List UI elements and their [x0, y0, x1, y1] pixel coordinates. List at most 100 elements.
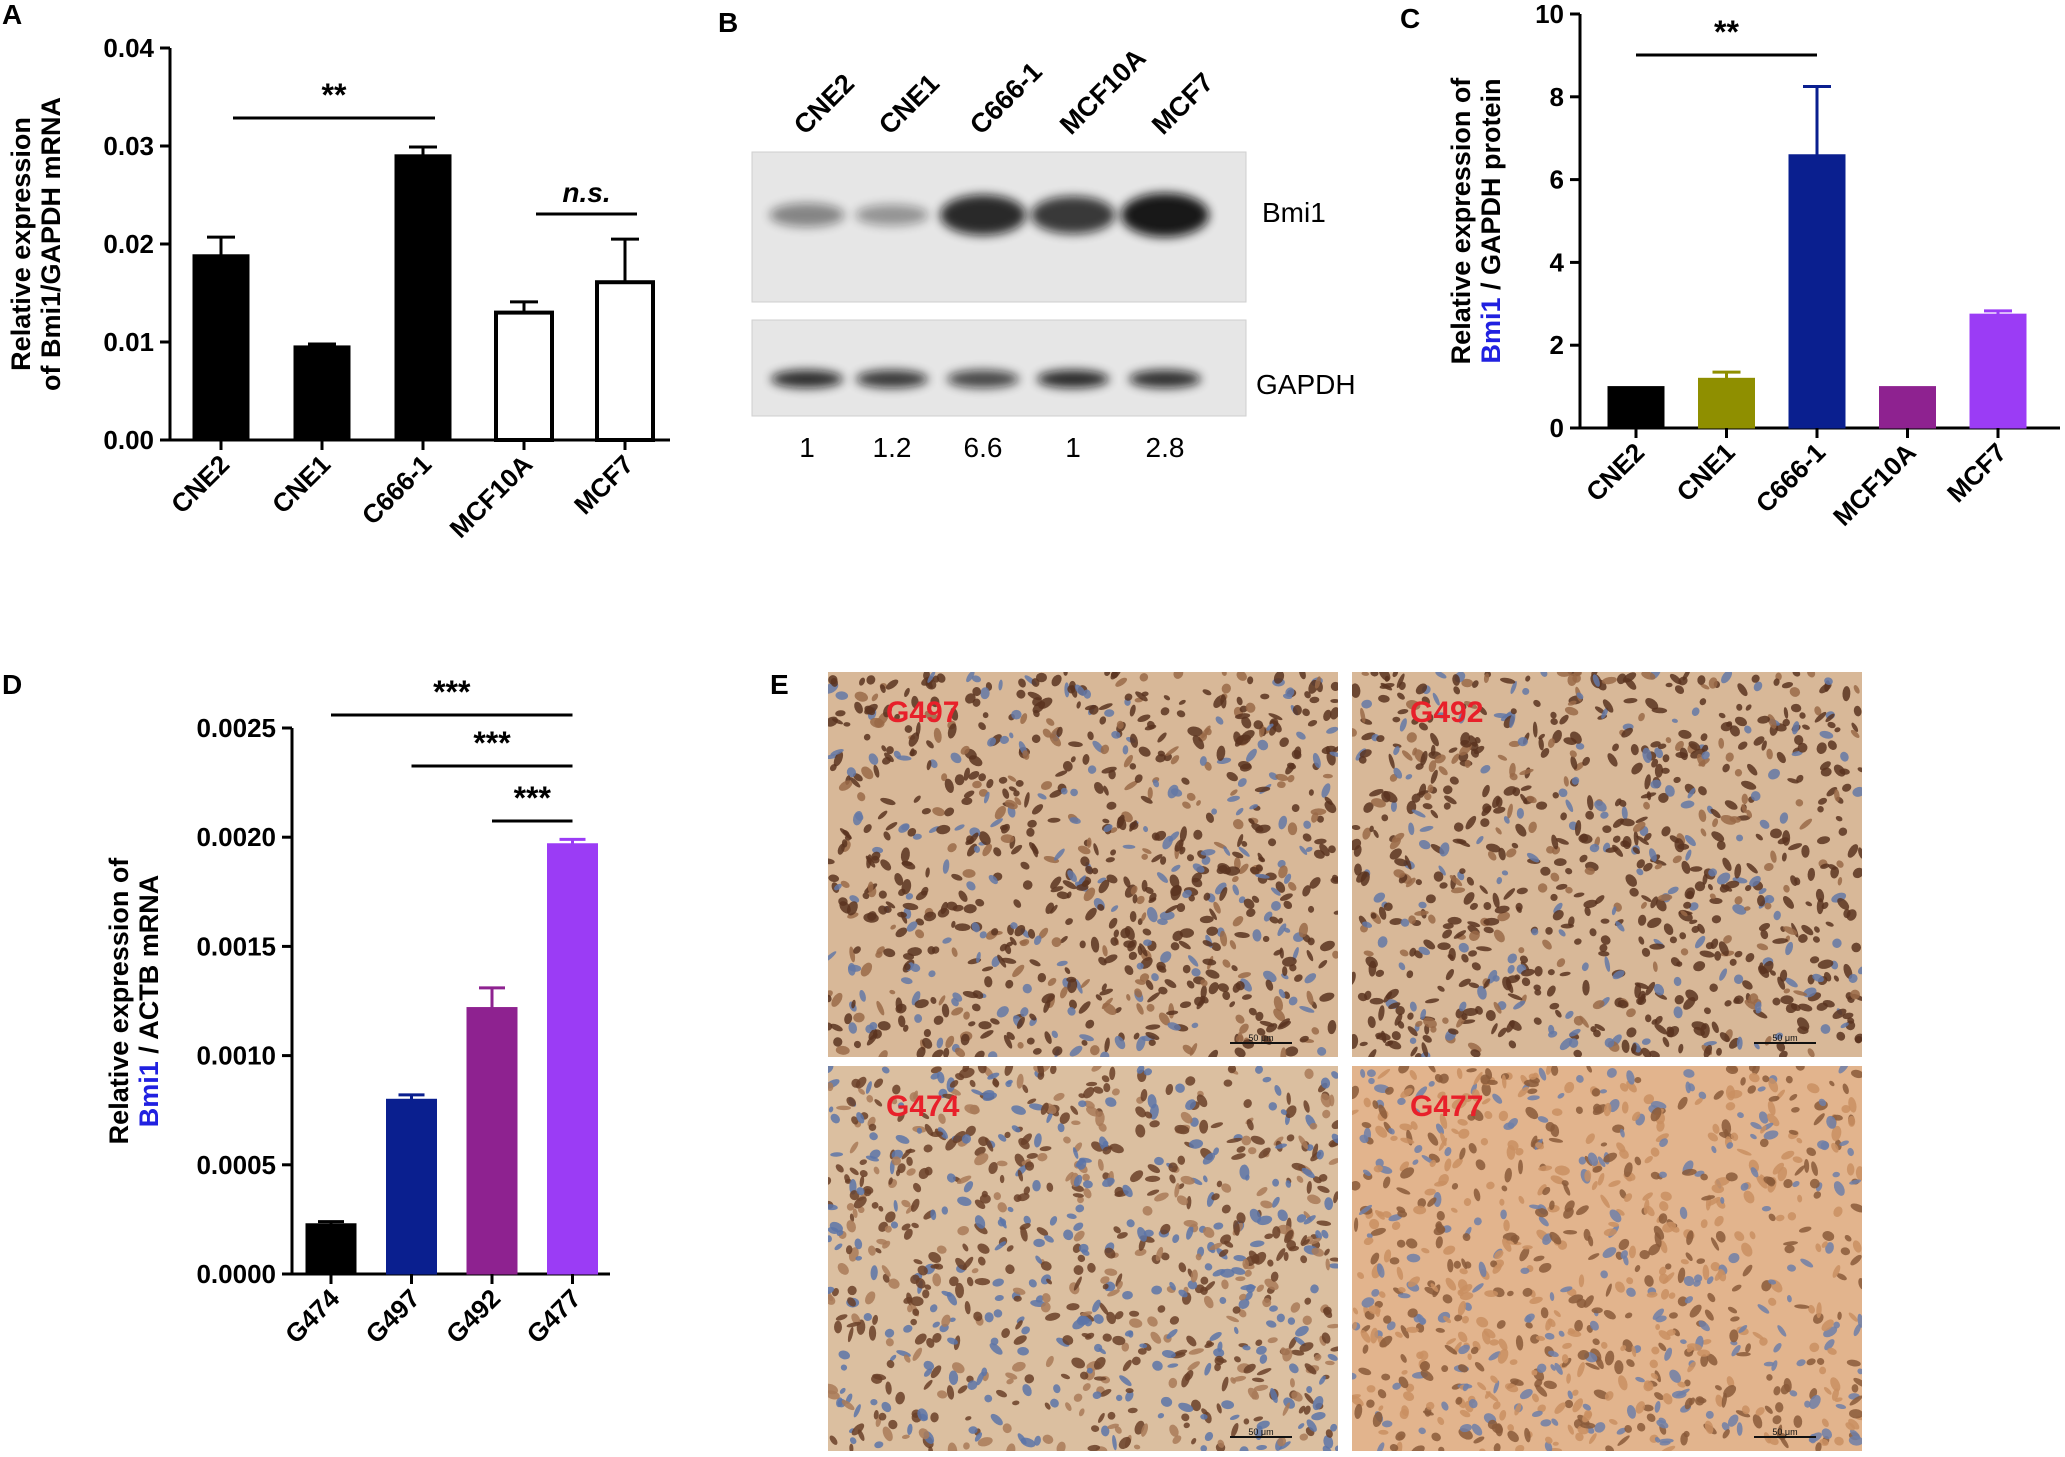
ihc-nucleus: [1135, 691, 1148, 702]
ihc-nucleus: [1451, 1128, 1460, 1135]
ihc-nucleus: [1304, 973, 1317, 984]
ihc-nucleus: [1794, 1304, 1810, 1309]
ihc-nucleus: [1214, 1363, 1221, 1372]
ihc-nucleus: [1303, 1405, 1311, 1415]
ihc-nucleus: [947, 723, 957, 739]
ihc-nucleus: [1538, 1165, 1553, 1172]
ihc-nucleus: [923, 1029, 932, 1038]
ihc-nucleus: [830, 748, 844, 756]
ihc-nucleus: [1584, 906, 1591, 917]
ihc-nucleus: [1723, 935, 1732, 944]
ihc-nucleus: [890, 924, 896, 930]
ihc-nucleus: [1655, 1315, 1667, 1323]
ihc-nucleus: [1122, 1184, 1133, 1198]
ihc-nucleus: [947, 843, 957, 853]
ihc-nucleus: [1848, 1312, 1858, 1322]
ihc-nucleus: [1306, 1144, 1314, 1151]
ihc-nucleus: [1160, 707, 1170, 716]
ihc-nucleus: [1202, 1227, 1215, 1238]
ihc-nucleus: [1056, 891, 1070, 900]
ihc-nucleus: [1029, 959, 1041, 967]
ihc-nucleus: [1567, 700, 1577, 706]
ihc-nucleus: [930, 1264, 940, 1269]
ihc-nucleus: [1472, 1283, 1484, 1293]
ihc-nucleus: [1359, 749, 1372, 758]
ihc-nucleus: [1629, 1245, 1636, 1259]
ihc-nucleus: [1745, 885, 1752, 892]
ihc-nucleus: [1746, 862, 1758, 874]
ihc-nucleus: [1359, 1134, 1369, 1144]
ihc-nucleus: [1333, 910, 1338, 915]
ihc-nucleus: [1612, 844, 1624, 857]
ihc-nucleus: [994, 1294, 1004, 1302]
chart-panel-d: 0.00000.00050.00100.00150.00200.0025G474…: [104, 674, 610, 1349]
ihc-nucleus: [998, 679, 1003, 691]
ihc-nucleus: [1727, 1414, 1739, 1427]
ihc-nucleus: [1177, 1155, 1186, 1165]
ihc-nucleus: [1832, 1008, 1847, 1019]
ihc-nucleus: [1135, 1106, 1146, 1118]
ihc-nucleus: [1584, 1170, 1592, 1182]
ihc-nucleus: [1134, 1248, 1147, 1257]
ihc-nucleus: [871, 1202, 879, 1209]
ihc-nucleus: [1650, 1147, 1660, 1157]
ihc-nucleus: [1459, 1268, 1468, 1275]
ihc-nucleus: [1269, 916, 1279, 924]
ihc-nucleus: [1139, 973, 1150, 982]
ihc-nucleus: [1169, 1316, 1180, 1325]
ihc-nucleus: [1278, 865, 1288, 879]
ihc-nucleus: [1474, 737, 1481, 744]
ihc-nucleus: [1213, 901, 1221, 914]
ihc-nucleus: [1654, 1401, 1661, 1413]
ihc-nucleus: [1304, 1068, 1314, 1079]
ihc-nucleus: [1550, 872, 1560, 882]
ihc-nucleus: [885, 679, 899, 690]
ihc-nucleus: [1457, 1331, 1468, 1343]
ihc-nucleus: [1253, 720, 1264, 730]
ihc-nucleus: [1146, 1003, 1155, 1012]
ihc-nucleus: [1836, 1273, 1847, 1281]
ihc-nucleus: [1435, 672, 1447, 679]
ihc-nucleus: [878, 905, 888, 915]
band-label-gapdh: GAPDH: [1256, 369, 1356, 400]
bar-cne1: [1698, 377, 1755, 429]
ihc-nucleus: [1152, 1360, 1163, 1371]
ihc-nucleus: [1711, 915, 1722, 924]
ihc-nucleus: [1813, 1113, 1825, 1126]
ihc-nucleus: [1170, 942, 1180, 951]
ihc-nucleus: [1216, 745, 1226, 761]
ihc-nucleus: [1478, 1261, 1487, 1278]
ihc-nucleus: [1425, 1401, 1435, 1410]
ihc-nucleus: [1634, 982, 1649, 990]
ihc-nucleus: [1725, 752, 1734, 762]
ihc-nucleus: [883, 831, 891, 841]
ihc-nucleus: [869, 1149, 881, 1159]
ihc-nucleus: [1461, 1013, 1468, 1021]
ihc-nucleus: [1793, 1415, 1803, 1428]
ihc-nucleus: [984, 976, 993, 988]
ihc-nucleus: [988, 875, 998, 885]
ihc-nucleus: [1736, 1148, 1752, 1156]
ihc-nucleus: [872, 1314, 878, 1325]
ihc-nucleus: [1842, 1083, 1849, 1095]
ihc-nucleus: [974, 1432, 983, 1442]
ihc-nucleus: [1167, 1022, 1181, 1031]
ihc-nucleus: [1578, 1156, 1587, 1165]
panel-label-a: A: [2, 0, 22, 30]
ihc-nucleus: [984, 1312, 994, 1323]
ihc-nucleus: [1370, 1227, 1386, 1236]
ihc-nucleus: [1716, 840, 1726, 850]
ihc-nucleus: [1239, 705, 1248, 713]
ihc-nucleus: [1100, 1276, 1110, 1284]
ihc-nucleus: [878, 1205, 884, 1212]
ihc-nucleus: [1560, 1286, 1573, 1293]
ihc-nucleus: [1391, 1031, 1401, 1041]
ihc-nucleus: [1515, 1335, 1524, 1351]
ihc-nucleus: [1629, 887, 1639, 897]
ihc-nucleus: [848, 1022, 858, 1034]
ihc-nucleus: [1034, 1435, 1041, 1446]
ihc-nucleus: [1324, 800, 1337, 814]
ihc-nucleus: [1458, 978, 1471, 988]
ihc-nucleus: [1681, 860, 1691, 874]
ihc-nucleus: [1379, 682, 1395, 689]
